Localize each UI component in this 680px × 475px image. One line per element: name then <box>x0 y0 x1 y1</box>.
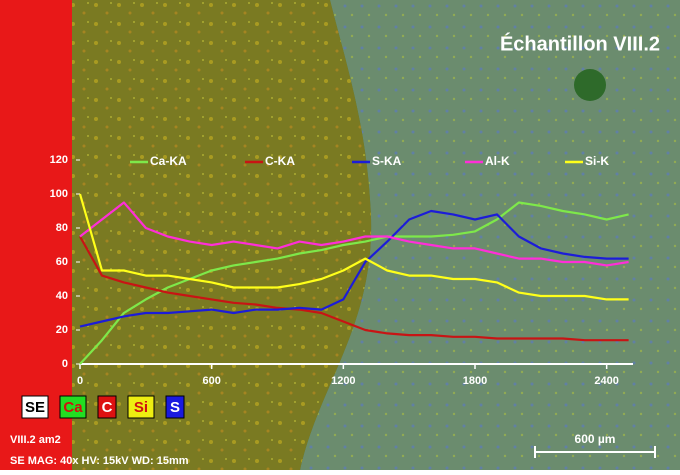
texture <box>70 0 372 470</box>
y-tick-label: 60 <box>56 256 68 268</box>
x-tick-label: 1200 <box>331 375 355 387</box>
map-label-box <box>127 395 155 419</box>
legend-label: C-KA <box>265 154 295 168</box>
x-tick-label: 2400 <box>594 375 618 387</box>
x-tick-label: 600 <box>202 375 220 387</box>
region-left <box>0 0 72 470</box>
series-line <box>79 209 629 328</box>
series-line <box>78 193 629 301</box>
series-line <box>79 201 629 267</box>
map-label-box <box>97 395 117 419</box>
y-tick-label: 20 <box>56 324 68 336</box>
map-label-box <box>59 395 87 419</box>
chart-title: Échantillon VIII.2 <box>500 32 660 55</box>
grain <box>574 69 606 101</box>
y-tick-label: 100 <box>50 188 68 200</box>
map-label: SE <box>25 399 45 416</box>
scale-label: 600 µm <box>575 432 616 446</box>
map-label-box <box>21 395 49 419</box>
map-label: S <box>170 399 180 416</box>
x-tick-label: 0 <box>77 375 83 387</box>
map-label: C <box>102 399 113 416</box>
legend-label: Ca-KA <box>150 154 187 168</box>
y-tick-label: 80 <box>56 222 68 234</box>
legend-label: Si-K <box>585 154 609 168</box>
map-label: Ca <box>63 399 83 416</box>
sample-label: VIII.2 am2 <box>10 434 61 446</box>
series-line <box>79 201 629 365</box>
x-tick-label: 1800 <box>463 375 487 387</box>
legend-label: S-KA <box>372 154 402 168</box>
texture <box>300 0 680 470</box>
info-label: SE MAG: 40x HV: 15kV WD: 15mm <box>10 455 189 467</box>
map-label: Si <box>134 399 148 416</box>
y-tick-label: 0 <box>62 358 68 370</box>
series-line <box>79 235 629 342</box>
map-label-box <box>165 395 185 419</box>
legend-label: Al-K <box>485 154 510 168</box>
y-tick-label: 40 <box>56 290 68 302</box>
y-tick-label: 120 <box>50 154 68 166</box>
